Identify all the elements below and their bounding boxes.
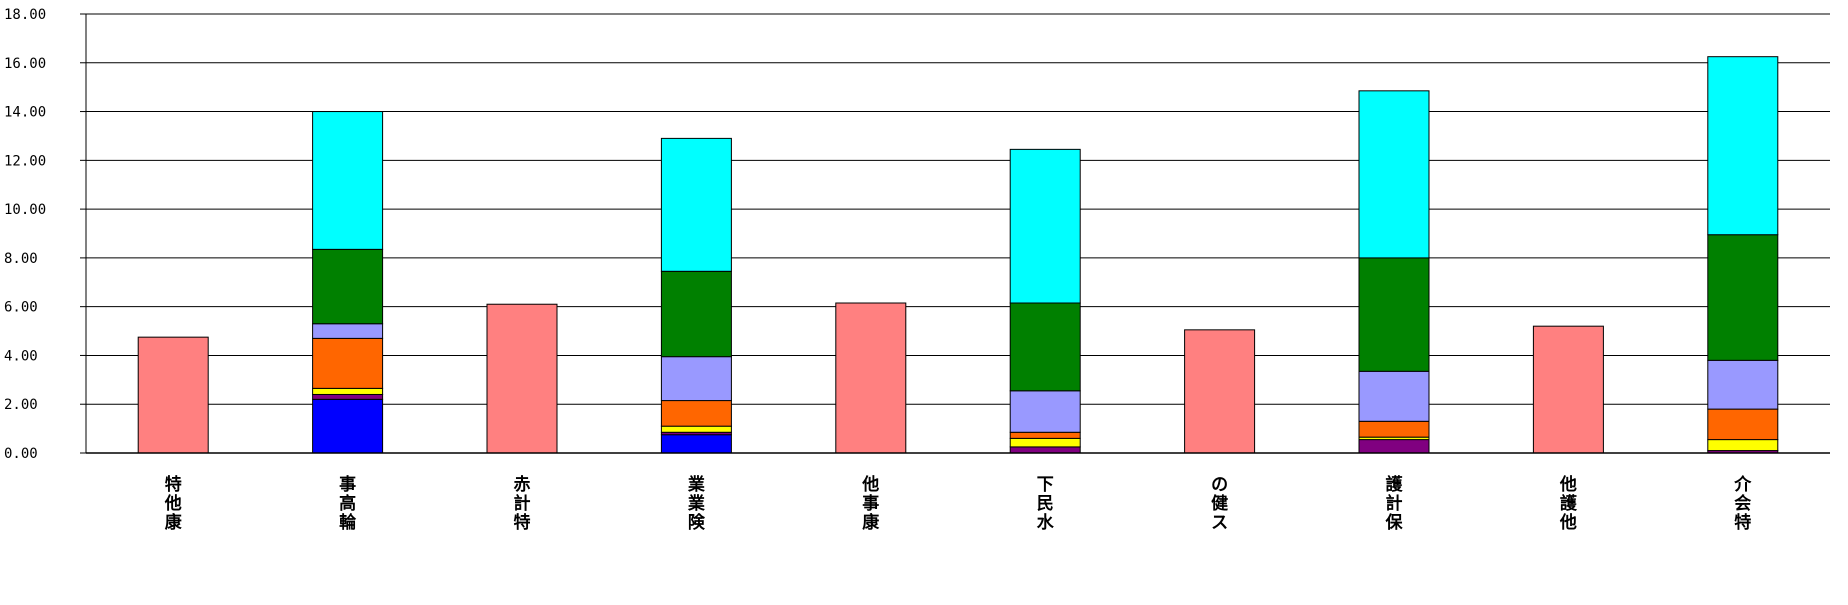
bar-stack	[486, 303, 558, 454]
bar-segment	[1358, 420, 1430, 438]
y-tick-label: 4.00	[4, 348, 38, 364]
y-tick-label: 12.00	[4, 153, 46, 169]
bar-segment	[835, 302, 907, 454]
y-axis-tick-labels: 0.00 2.00 4.00 6.00 8.00 10.00 12.00 14.00 16.00…	[4, 7, 46, 462]
y-tick-label: 10.00	[4, 202, 46, 218]
bar-stacks	[137, 56, 1779, 454]
x-category-label: の健ス	[1211, 475, 1228, 533]
bar-stack	[1358, 90, 1430, 454]
bar-segment	[1707, 56, 1779, 236]
bar-segment	[1009, 431, 1081, 439]
y-tick-label: 14.00	[4, 105, 46, 121]
bar-segment	[312, 393, 384, 400]
bar-segment	[312, 323, 384, 339]
bar-stack	[1009, 148, 1081, 454]
x-category-label: 護計保	[1385, 474, 1404, 533]
bar-segment	[1707, 439, 1779, 452]
y-tick-label: 0.00	[4, 446, 38, 462]
bar-segment	[1358, 439, 1430, 454]
x-category-label: 特他康	[164, 474, 183, 533]
x-axis-category-labels: 特他康 事高輪 赤計特 業業険 他事康 下民水 の健ス 護計保 他護他 介会特	[164, 474, 1753, 533]
x-category-label: 他事康	[861, 474, 880, 533]
bar-segment	[1184, 329, 1256, 454]
bar-segment	[1707, 408, 1779, 441]
bar-segment	[660, 434, 732, 454]
bar-stack	[1532, 325, 1604, 454]
bar-segment	[1358, 370, 1430, 422]
x-category-label: 下民水	[1037, 475, 1055, 533]
bar-segment	[312, 111, 384, 250]
y-tick-label: 2.00	[4, 397, 38, 413]
bar-stack	[660, 137, 732, 454]
bar-segment	[312, 248, 384, 325]
bar-segment	[1009, 446, 1081, 454]
bar-segment	[312, 387, 384, 395]
bar-segment	[660, 356, 732, 402]
bar-segment	[660, 400, 732, 427]
bar-stack	[1184, 329, 1256, 454]
bar-segment	[660, 137, 732, 272]
x-category-label: 介会特	[1733, 474, 1752, 533]
bar-segment	[1009, 437, 1081, 448]
bar-stack	[137, 336, 209, 454]
bar-segment	[312, 337, 384, 389]
bar-stack	[835, 302, 907, 454]
bar-segment	[137, 336, 209, 454]
bar-segment	[486, 303, 558, 454]
bar-segment	[1009, 148, 1081, 304]
bar-segment	[660, 425, 732, 433]
x-category-label: 赤計特	[514, 474, 531, 533]
bar-stack	[1707, 56, 1779, 454]
bar-segment	[1707, 359, 1779, 410]
x-category-label: 他護他	[1559, 474, 1578, 533]
x-category-label: 事高輪	[339, 475, 357, 533]
bar-segment	[1707, 234, 1779, 361]
y-tick-label: 18.00	[4, 7, 46, 23]
bar-segment	[312, 398, 384, 454]
y-tick-label: 8.00	[4, 251, 38, 267]
bar-segment	[1009, 390, 1081, 433]
bar-segment	[660, 270, 732, 358]
y-tick-label: 16.00	[4, 56, 46, 72]
y-tick-label: 6.00	[4, 300, 38, 316]
x-category-label: 業業険	[688, 474, 706, 533]
bar-segment	[1532, 325, 1604, 454]
bar-segment	[1358, 90, 1430, 259]
bar-segment	[1358, 257, 1430, 372]
bar-segment	[1009, 302, 1081, 392]
bar-stack	[312, 111, 384, 454]
